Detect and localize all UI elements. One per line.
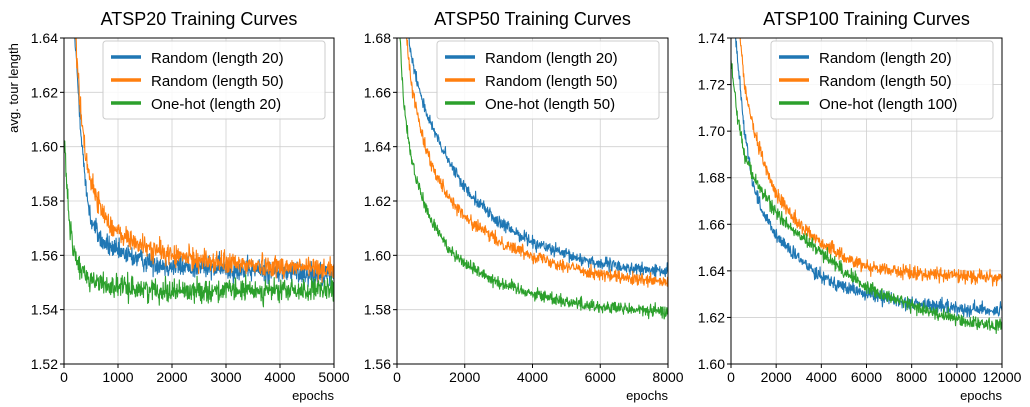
y-tick-label: 1.66 — [698, 216, 725, 232]
y-tick-label: 1.72 — [698, 77, 725, 93]
plot-area — [64, 38, 334, 308]
series-line-2 — [74, 38, 334, 284]
legend: Random (length 20) Random (length 50) One-… — [436, 40, 660, 120]
legend-label: Random (length 20) — [819, 50, 952, 67]
y-tick-label: 1.56 — [364, 356, 391, 372]
x-tick-label: 2000 — [156, 369, 187, 385]
chart-panel-2: ATSP50 Training Curves 0 2000 4000 6000 8000 1… — [364, 9, 684, 403]
legend-label: One-hot (length 100) — [819, 96, 957, 113]
series-line-3 — [731, 59, 1002, 335]
y-tick-label: 1.52 — [31, 356, 58, 372]
legend-label: One-hot (length 50) — [485, 96, 615, 113]
series-line-1 — [735, 38, 1002, 318]
x-tick-label: 12000 — [983, 369, 1022, 385]
chart-title: ATSP50 Training Curves — [434, 9, 631, 29]
chart-title: ATSP20 Training Curves — [101, 9, 298, 29]
x-tick-label: 2000 — [449, 369, 480, 385]
x-tick-label: 0 — [60, 369, 68, 385]
series-line-3 — [399, 38, 668, 320]
x-tick-label: 1000 — [102, 369, 133, 385]
x-tick-label: 8000 — [896, 369, 927, 385]
legend-label: One-hot (length 20) — [151, 96, 281, 113]
y-tick-label: 1.68 — [364, 30, 391, 46]
x-tick-label: 6000 — [585, 369, 616, 385]
legend-label: Random (length 50) — [819, 73, 952, 90]
y-tick-label: 1.58 — [364, 302, 391, 318]
legend: Random (length 20) Random (length 50) One-… — [770, 40, 994, 120]
x-axis-label: epochs — [960, 388, 1002, 403]
plot-area — [731, 38, 1002, 335]
series-line-3 — [64, 139, 334, 308]
series-line-1 — [408, 38, 668, 281]
x-tick-label: 6000 — [851, 369, 882, 385]
x-tick-label: 0 — [727, 369, 735, 385]
y-tick-label: 1.60 — [31, 139, 58, 155]
x-tick-label: 10000 — [937, 369, 976, 385]
chart-panel-3: ATSP100 Training Curves 0 2000 4000 6000 8000… — [698, 9, 1022, 403]
x-tick-label: 3000 — [210, 369, 241, 385]
legend-box — [436, 40, 660, 120]
y-tick-label: 1.58 — [31, 193, 58, 209]
x-axis-label: epochs — [292, 388, 334, 403]
y-tick-label: 1.70 — [698, 123, 725, 139]
series-line-2 — [406, 38, 668, 288]
chart-panel-1: ATSP20 Training Curves 0 1000 2000 3000 4000 5… — [31, 9, 350, 403]
x-tick-label: 5000 — [318, 369, 349, 385]
x-tick-label: 4000 — [806, 369, 837, 385]
y-tick-label: 1.64 — [31, 30, 58, 46]
legend-box — [102, 40, 326, 120]
x-tick-label: 4000 — [264, 369, 295, 385]
series-line-2 — [739, 38, 1002, 287]
legend-label: Random (length 50) — [151, 73, 284, 90]
legend-box — [770, 40, 994, 120]
x-tick-label: 8000 — [652, 369, 683, 385]
x-axis-label: epochs — [626, 388, 668, 403]
legend: Random (length 20) Random (length 50) One-… — [102, 40, 326, 120]
chart-title: ATSP100 Training Curves — [763, 9, 970, 29]
y-tick-label: 1.62 — [31, 84, 58, 100]
y-tick-label: 1.64 — [364, 139, 391, 155]
y-tick-label: 1.56 — [31, 247, 58, 263]
y-tick-label: 1.60 — [364, 247, 391, 263]
y-tick-label: 1.66 — [364, 84, 391, 100]
y-tick-label: 1.62 — [364, 193, 391, 209]
legend-label: Random (length 50) — [485, 73, 618, 90]
x-tick-label: 2000 — [761, 369, 792, 385]
legend-label: Random (length 20) — [485, 50, 618, 67]
y-axis-label: avg. tour length — [6, 43, 21, 133]
x-tick-label: 0 — [393, 369, 401, 385]
y-tick-label: 1.62 — [698, 309, 725, 325]
y-tick-label: 1.64 — [698, 263, 725, 279]
x-tick-label: 4000 — [517, 369, 548, 385]
y-tick-label: 1.54 — [31, 302, 58, 318]
plot-area — [399, 38, 668, 320]
y-tick-label: 1.60 — [698, 356, 725, 372]
y-tick-label: 1.68 — [698, 170, 725, 186]
legend-label: Random (length 20) — [151, 50, 284, 67]
y-tick-label: 1.74 — [698, 30, 725, 46]
